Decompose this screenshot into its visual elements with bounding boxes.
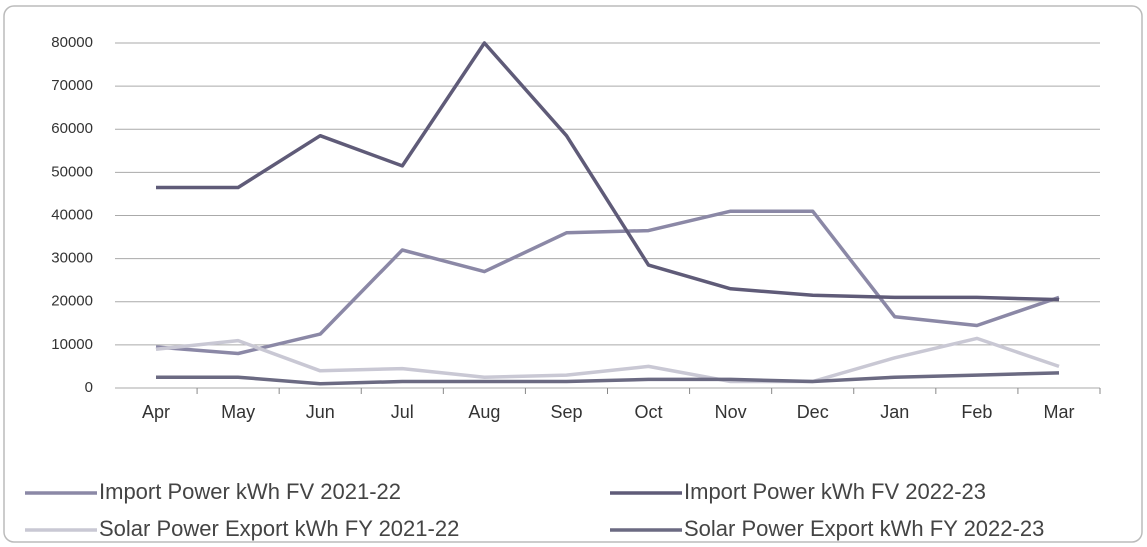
series-line [156, 41, 1060, 302]
x-tick-label: Jan [880, 402, 909, 422]
legend-label: Solar Power Export kWh FY 2022-23 [684, 516, 1044, 541]
x-tick-label: Aug [468, 402, 500, 422]
x-tick-label: Dec [797, 402, 829, 422]
y-tick-label: 0 [85, 379, 93, 396]
x-tick-label: Jun [306, 402, 335, 422]
x-tick-label: Oct [635, 402, 663, 422]
y-tick-label: 40000 [51, 206, 93, 223]
legend-label: Import Power kWh FV 2021-22 [99, 479, 401, 504]
x-tick-label: Sep [550, 402, 582, 422]
x-tick-label: May [221, 402, 255, 422]
series-line [155, 209, 1060, 356]
y-tick-label: 20000 [51, 293, 93, 310]
series-line [156, 371, 1060, 386]
series-line [155, 336, 1060, 384]
y-tick-label: 10000 [51, 336, 93, 353]
y-tick-label: 80000 [51, 34, 93, 51]
x-tick-label: Feb [961, 402, 992, 422]
chart-frame [3, 5, 1143, 543]
legend-label: Solar Power Export kWh FY 2021-22 [99, 516, 459, 541]
y-tick-label: 70000 [51, 77, 93, 94]
x-tick-label: Jul [391, 402, 414, 422]
legend-label: Import Power kWh FV 2022-23 [684, 479, 986, 504]
y-tick-label: 50000 [51, 163, 93, 180]
x-tick-label: Mar [1043, 402, 1074, 422]
y-tick-label: 30000 [51, 250, 93, 267]
x-tick-label: Nov [715, 402, 747, 422]
y-tick-label: 60000 [51, 120, 93, 137]
x-tick-label: Apr [142, 402, 170, 422]
